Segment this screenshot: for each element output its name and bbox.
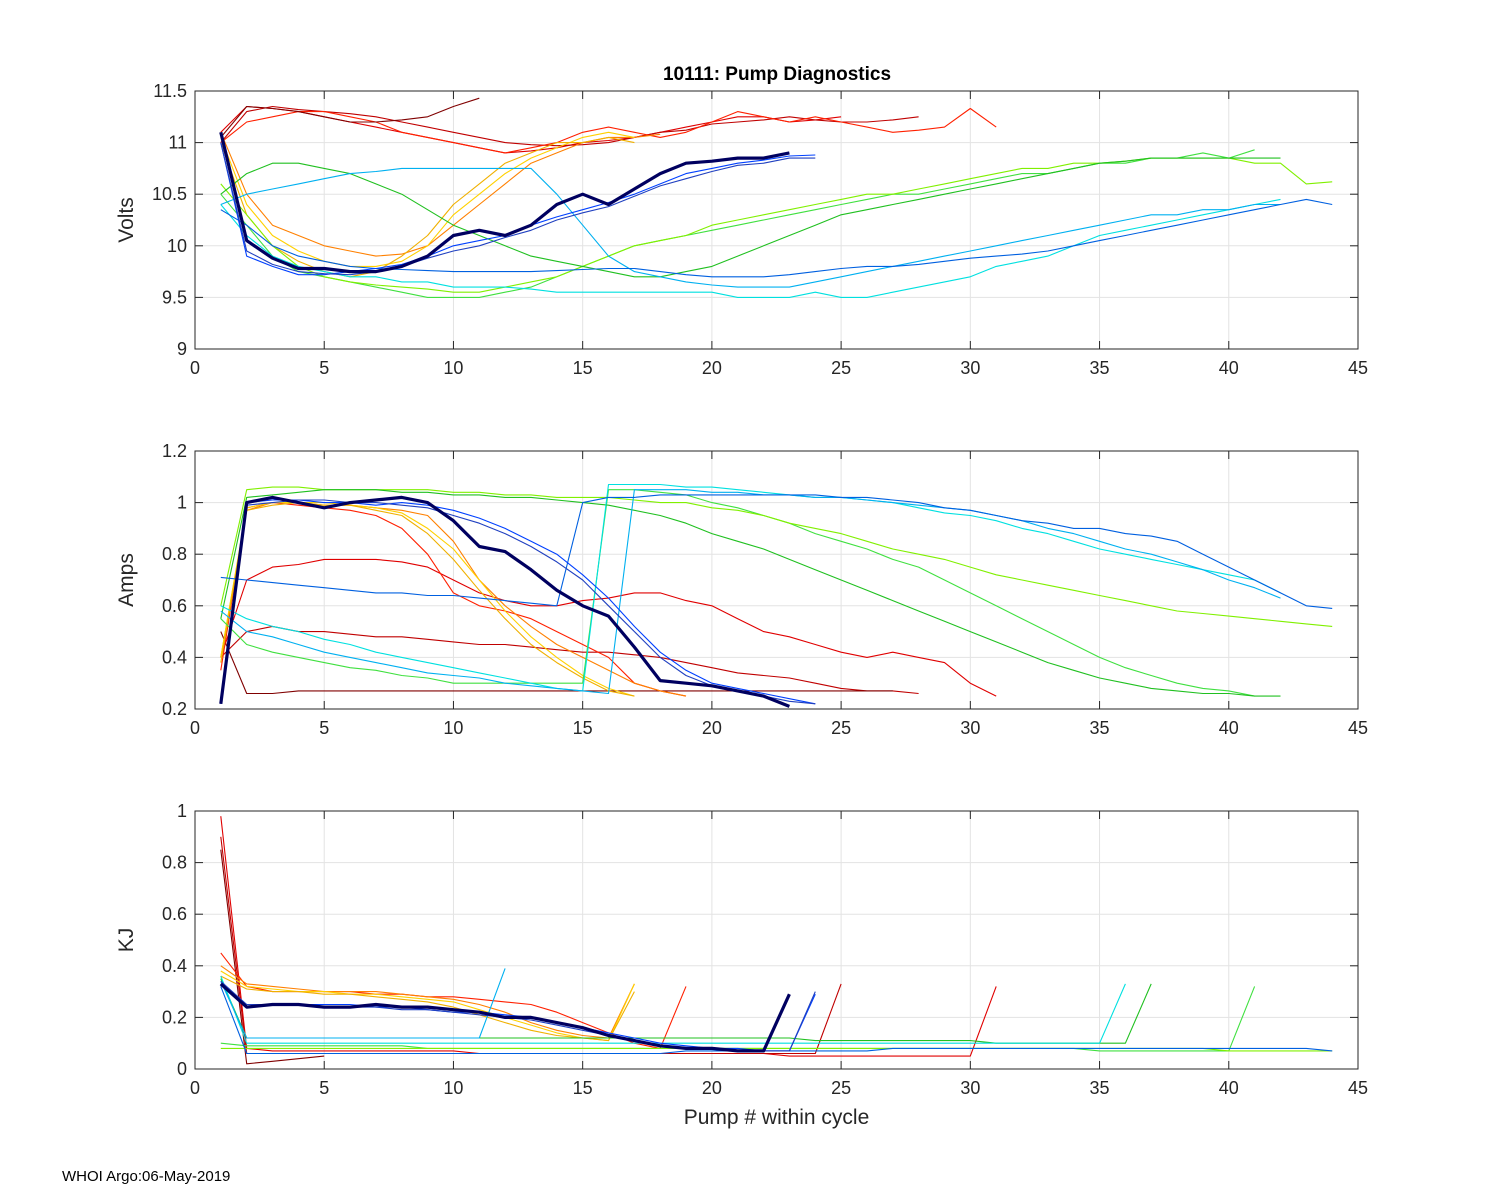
series-line-cycle-cyan-2 bbox=[220, 489, 1281, 695]
series-line-cycle-yellow-1 bbox=[220, 970, 635, 1042]
y-tick-label: 0.4 bbox=[162, 647, 187, 667]
x-tick-label: 20 bbox=[702, 358, 722, 378]
plots-group: 0 5 10 15 20 25 30 35 40 4599.51010.51111.5Volts0… bbox=[115, 81, 1368, 1129]
series-line-cycle-orange-1 bbox=[220, 965, 635, 1039]
series-line-cycle-red-3 bbox=[220, 502, 687, 697]
y-axis-label: KJ bbox=[115, 928, 138, 953]
x-tick-label: 45 bbox=[1348, 718, 1368, 738]
plot-area bbox=[195, 91, 1358, 349]
series-line-cycle-navy-latest bbox=[219, 495, 790, 708]
series-group bbox=[219, 97, 1333, 298]
series-line-cycle-blue-2 bbox=[220, 499, 816, 705]
x-tick-label: 20 bbox=[702, 718, 722, 738]
series-line-cycle-yellow-1 bbox=[220, 131, 635, 267]
series-line-cycle-cyan-1 bbox=[220, 975, 1126, 1044]
series-line-cycle-green-3 bbox=[220, 489, 1281, 697]
series-line-cycle-red-3 bbox=[220, 107, 997, 154]
series-line-cycle-yellow-1 bbox=[220, 502, 635, 697]
series-line-cycle-navy-latest bbox=[219, 982, 791, 1053]
x-tick-label: 25 bbox=[831, 718, 851, 738]
x-tick-label: 45 bbox=[1348, 358, 1368, 378]
series-line-cycle-cyan-1 bbox=[220, 198, 1281, 298]
series-line-cycle-green-3 bbox=[220, 157, 1281, 278]
x-tick-label: 25 bbox=[831, 1078, 851, 1098]
x-tick-label: 10 bbox=[443, 718, 463, 738]
series-line-cycle-yellow-2 bbox=[220, 136, 635, 278]
series-line-cycle-darkred bbox=[220, 97, 480, 138]
y-axis-label: Volts bbox=[115, 197, 138, 243]
series-line-cycle-darkred bbox=[220, 849, 325, 1065]
x-tick-label: 0 bbox=[190, 358, 200, 378]
x-tick-label: 30 bbox=[960, 1078, 980, 1098]
y-tick-label: 1.2 bbox=[162, 441, 187, 461]
x-tick-label: 30 bbox=[960, 358, 980, 378]
x-tick-label: 5 bbox=[319, 358, 329, 378]
y-tick-label: 11 bbox=[168, 133, 187, 153]
x-tick-label: 10 bbox=[443, 1078, 463, 1098]
x-tick-label: 30 bbox=[960, 718, 980, 738]
series-group bbox=[219, 816, 1333, 1065]
x-tick-label: 25 bbox=[831, 358, 851, 378]
figure-title: 10111: Pump Diagnostics bbox=[663, 64, 891, 85]
series-line-cycle-cyan-2 bbox=[220, 968, 506, 1039]
series-line-cycle-yellow-2 bbox=[220, 502, 635, 697]
x-tick-label: 35 bbox=[1090, 1078, 1110, 1098]
series-line-cycle-red-2 bbox=[220, 105, 919, 147]
x-tick-label: 5 bbox=[319, 718, 329, 738]
x-tick-label: 0 bbox=[190, 718, 200, 738]
x-tick-label: 45 bbox=[1348, 1078, 1368, 1098]
axes-box bbox=[194, 810, 1359, 1070]
series-line-cycle-blue-1 bbox=[220, 198, 1333, 278]
y-tick-label: 0.8 bbox=[162, 544, 187, 564]
series-line-cycle-blue-3 bbox=[220, 142, 816, 276]
y-tick-label: 1 bbox=[177, 493, 187, 513]
y-tick-label: 11.5 bbox=[153, 81, 187, 101]
panel-amps: 0 5 10 15 20 25 30 35 40 45 0.2 0.4 0.6 0.8 1 1.2 Amps bbox=[115, 441, 1368, 738]
y-tick-label: 9.5 bbox=[162, 287, 187, 307]
x-tick-label: 15 bbox=[573, 718, 593, 738]
series-line-cycle-darkred bbox=[220, 631, 893, 695]
x-tick-label: 0 bbox=[190, 1078, 200, 1098]
y-tick-label: 10 bbox=[167, 236, 187, 256]
y-tick-label: 0.2 bbox=[162, 699, 187, 719]
axes-box bbox=[194, 450, 1359, 710]
y-tick-label: 0 bbox=[177, 1059, 187, 1079]
series-line-cycle-blue-1 bbox=[220, 494, 1333, 609]
y-axis-label: Amps bbox=[115, 553, 138, 607]
series-line-cycle-yellow-2 bbox=[220, 975, 635, 1042]
x-tick-label: 5 bbox=[319, 1078, 329, 1098]
series-line-cycle-green-1 bbox=[220, 489, 1255, 697]
x-tick-label: 40 bbox=[1219, 718, 1239, 738]
y-tick-label: 10.5 bbox=[152, 184, 187, 204]
y-tick-label: 1 bbox=[177, 801, 187, 821]
series-line-cycle-navy-latest bbox=[219, 131, 790, 274]
x-axis-label: Pump # within cycle bbox=[684, 1106, 870, 1129]
x-tick-label: 20 bbox=[702, 1078, 722, 1098]
series-line-cycle-cyan-1 bbox=[220, 483, 1281, 692]
y-tick-label: 0.6 bbox=[162, 904, 187, 924]
y-tick-label: 0.4 bbox=[162, 956, 187, 976]
x-tick-label: 15 bbox=[573, 1078, 593, 1098]
x-tick-label: 15 bbox=[573, 358, 593, 378]
y-tick-label: 0.6 bbox=[162, 596, 187, 616]
x-tick-label: 40 bbox=[1219, 1078, 1239, 1098]
x-tick-label: 35 bbox=[1090, 718, 1110, 738]
panel-kj: 0 5 10 15 20 25 30 35 40 45 0 0.2 0.4 0.6 0.8 1 KJ Pump #… bbox=[115, 801, 1368, 1129]
series-line-cycle-green-2 bbox=[220, 486, 1333, 627]
series-group bbox=[219, 483, 1333, 708]
footer-credit: WHOI Argo:06-May-2019 bbox=[62, 1168, 231, 1185]
series-line-cycle-cyan-2 bbox=[220, 167, 1281, 288]
plot-area bbox=[195, 811, 1358, 1069]
y-tick-label: 0.8 bbox=[162, 853, 187, 873]
x-tick-label: 10 bbox=[443, 358, 463, 378]
x-tick-label: 35 bbox=[1090, 358, 1110, 378]
panel-volts: 0 5 10 15 20 25 30 35 40 45 9 9.5 10 10.5 11 11.5 Volts bbox=[115, 81, 1368, 378]
y-tick-label: 0.2 bbox=[162, 1007, 187, 1027]
x-tick-label: 40 bbox=[1219, 358, 1239, 378]
axes-box bbox=[194, 90, 1359, 350]
y-tick-label: 9 bbox=[177, 339, 187, 359]
